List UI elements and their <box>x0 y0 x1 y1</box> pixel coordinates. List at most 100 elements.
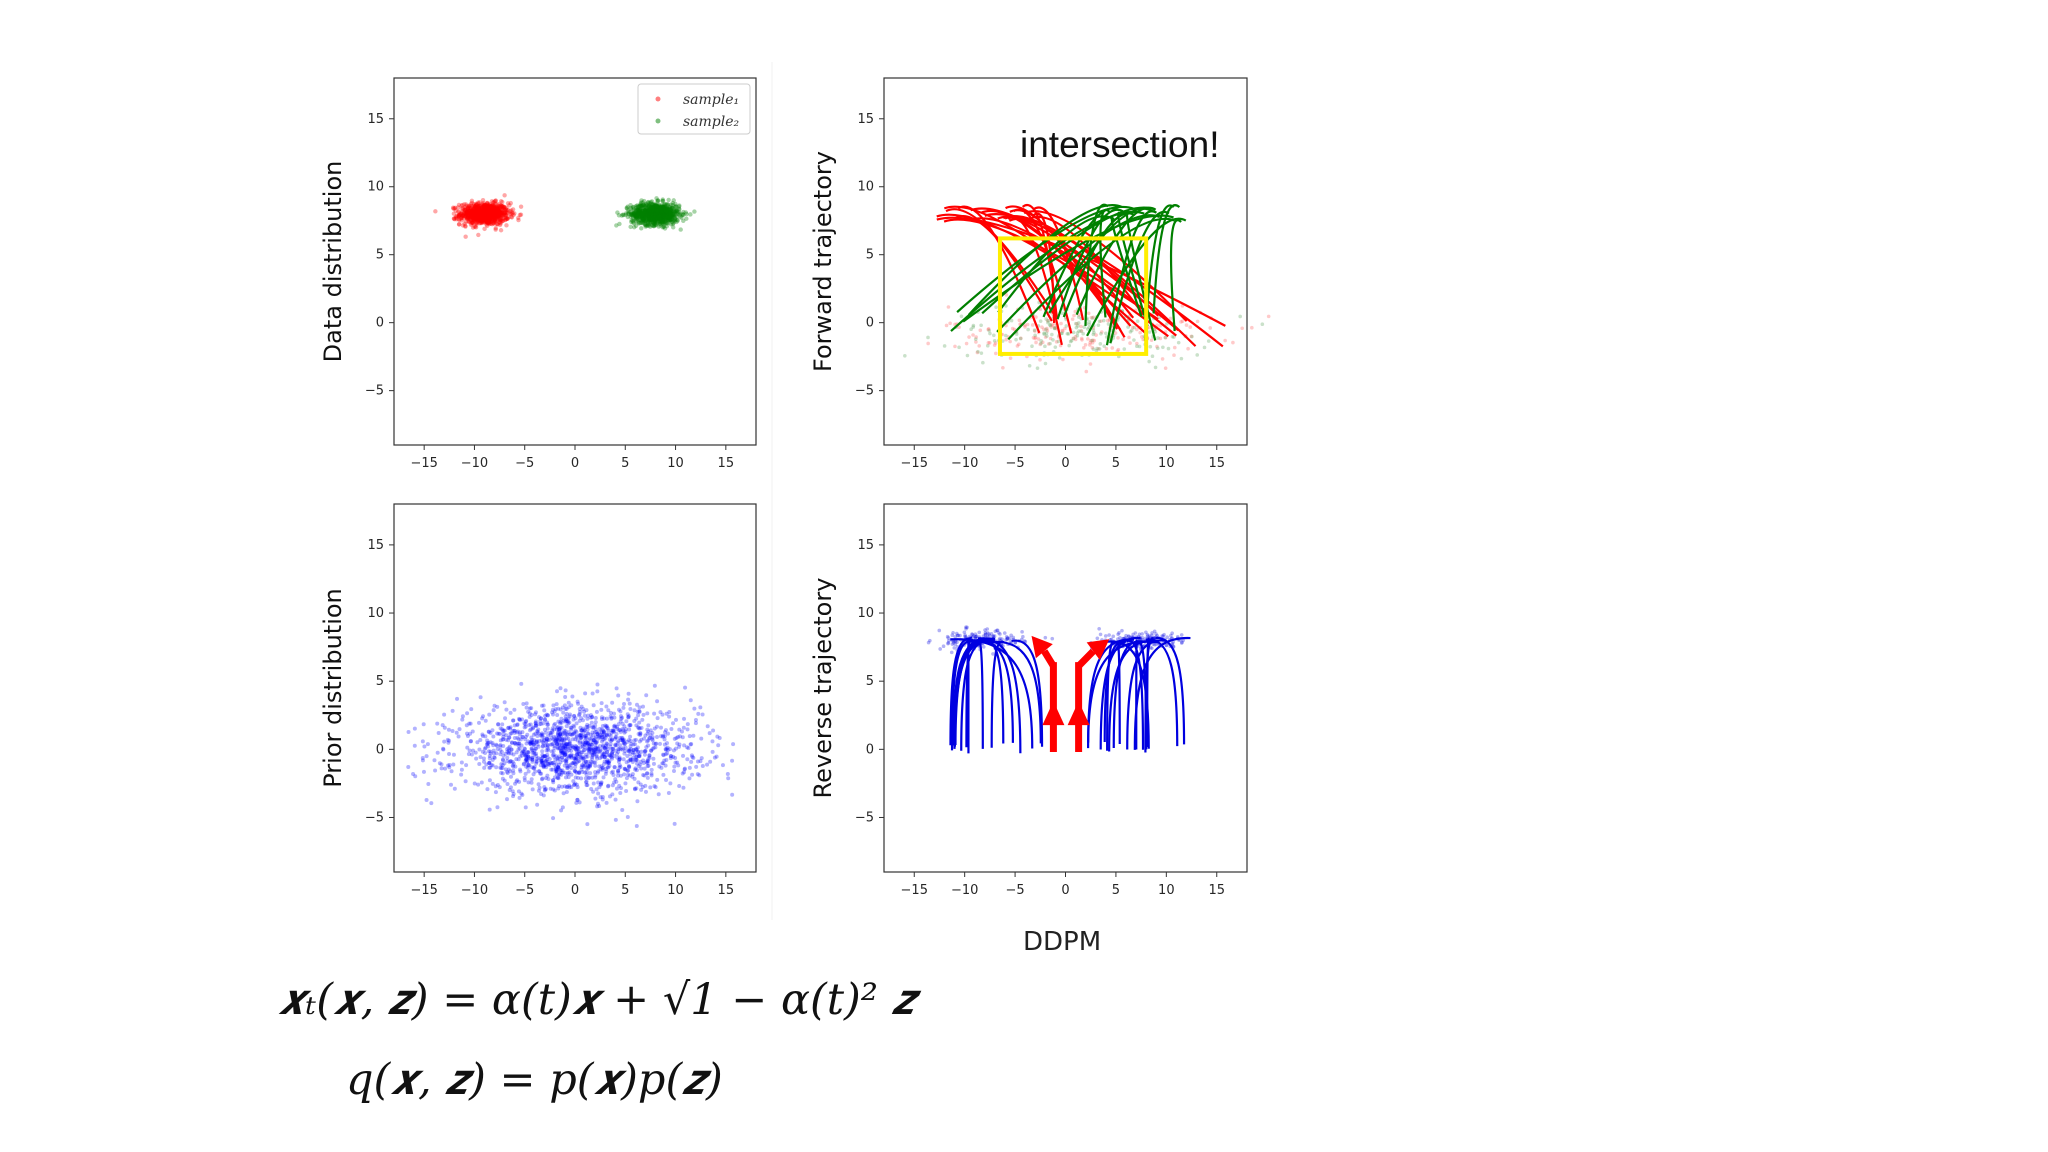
data-point <box>488 205 493 211</box>
prior-point <box>561 710 566 715</box>
x-tick-label: −15 <box>410 456 437 471</box>
prior-point <box>606 708 611 713</box>
prior-point <box>449 769 454 774</box>
data-point <box>485 212 491 217</box>
data-point <box>653 207 659 212</box>
noise-point <box>1188 325 1193 329</box>
noise-point <box>1250 325 1254 330</box>
noise-point <box>957 325 961 330</box>
data-point <box>471 208 476 213</box>
data-point <box>624 206 630 211</box>
data-point <box>498 217 503 222</box>
data-point <box>469 221 474 226</box>
data-point <box>470 216 476 221</box>
data-point <box>640 214 645 220</box>
data-point <box>662 210 668 216</box>
data-point <box>659 209 664 215</box>
data-point <box>666 202 671 207</box>
data-point <box>469 220 475 225</box>
data-point <box>669 209 674 214</box>
prior-point <box>571 753 576 758</box>
data-point <box>665 212 670 217</box>
data-point <box>654 207 659 213</box>
data-point <box>626 208 631 213</box>
data-point <box>484 211 490 216</box>
data-point <box>490 205 496 210</box>
prior-point <box>677 783 682 788</box>
data-point <box>491 208 496 214</box>
data-point <box>660 214 665 220</box>
data-point <box>654 215 659 221</box>
data-point <box>478 208 484 213</box>
prior-point <box>502 761 507 766</box>
prior-point <box>533 746 538 751</box>
data-point <box>649 206 655 212</box>
data-point <box>677 207 682 212</box>
prior-point <box>523 734 528 739</box>
data-point <box>652 206 657 211</box>
prior-point <box>600 716 605 721</box>
data-point <box>642 213 647 218</box>
noise-point <box>1040 325 1044 329</box>
data-point <box>646 216 651 221</box>
x-tick-label: 15 <box>718 883 735 898</box>
data-point <box>665 211 670 217</box>
data-point <box>661 212 666 218</box>
data-point <box>650 220 656 225</box>
data-point <box>631 205 636 210</box>
prior-point <box>637 705 642 710</box>
prior-point <box>502 700 507 705</box>
data-point <box>476 200 481 205</box>
data-point <box>488 213 493 218</box>
data-point <box>487 208 493 214</box>
data-point <box>651 209 657 214</box>
data-point <box>628 214 633 219</box>
data-point <box>468 210 473 216</box>
data-point <box>635 215 641 221</box>
data-point <box>655 199 660 204</box>
data-point <box>639 204 645 209</box>
data-point <box>470 216 475 221</box>
data-point <box>668 217 673 223</box>
prior-point <box>634 755 639 760</box>
data-point <box>484 215 490 221</box>
data-point <box>662 214 667 219</box>
noise-point <box>1240 326 1244 331</box>
prior-point <box>640 704 645 709</box>
data-point <box>489 208 495 213</box>
data-point <box>643 221 648 227</box>
data-point <box>492 210 497 215</box>
data-point <box>634 203 640 208</box>
prior-point <box>586 776 591 781</box>
prior-point <box>532 766 537 771</box>
prior-point <box>487 778 492 783</box>
data-point <box>480 211 485 217</box>
data-point <box>646 214 652 220</box>
data-point <box>485 200 490 206</box>
data-point <box>662 208 668 213</box>
data-point <box>481 210 487 215</box>
noise-point <box>1168 316 1173 321</box>
prior-point <box>683 685 688 690</box>
prior-point <box>511 794 516 799</box>
noise-point <box>1135 327 1139 332</box>
data-point <box>489 207 494 213</box>
prior-point <box>536 756 541 761</box>
data-point <box>643 204 648 209</box>
prior-point <box>612 715 617 720</box>
data-point <box>632 217 637 222</box>
prior-point <box>555 731 560 736</box>
data-point <box>670 212 675 218</box>
data-point <box>473 225 479 230</box>
data-point <box>474 205 479 211</box>
data-point <box>645 209 651 214</box>
prior-point <box>611 728 616 733</box>
data-point <box>678 227 683 232</box>
data-point <box>654 211 660 216</box>
data-point <box>672 204 678 210</box>
data-point <box>465 209 470 215</box>
data-point <box>669 216 674 222</box>
data-point <box>655 210 660 215</box>
data-point <box>664 217 670 222</box>
data-point <box>647 210 653 215</box>
